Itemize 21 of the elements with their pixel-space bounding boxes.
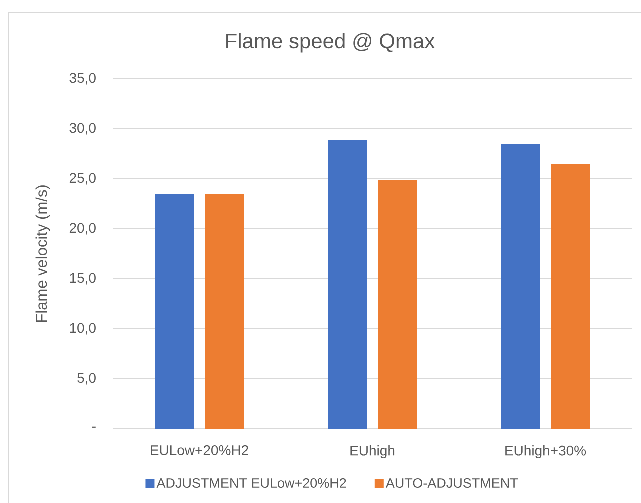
bar (155, 194, 194, 429)
y-tick-label: 5,0 (78, 373, 96, 385)
bar (328, 140, 368, 429)
y-tick-label: - (92, 426, 96, 428)
y-axis-title: Flame velocity (m/s) (36, 186, 50, 322)
x-tick-label: EUhigh (350, 446, 395, 459)
bar (378, 180, 418, 429)
x-tick-label: EUhigh+30% (506, 446, 586, 459)
legend-label: AUTO-ADJUSTMENT (386, 478, 518, 488)
y-tick-label: 35,0 (70, 73, 96, 85)
x-tick-label: EULow+20%H2 (151, 446, 248, 456)
y-tick-label: 15,0 (70, 273, 96, 285)
y-tick-label: 10,0 (70, 323, 96, 335)
y-tick-label: 20,0 (70, 223, 96, 235)
y-tick-label: 25,0 (70, 173, 96, 185)
bar (551, 164, 590, 429)
y-tick-label: 30,0 (70, 123, 96, 135)
bar (501, 144, 540, 429)
bar (205, 194, 244, 429)
chart-title: Flame speed @ Qmax (226, 33, 435, 53)
legend-label: ADJUSTMENT EULow+20%H2 (156, 478, 346, 488)
